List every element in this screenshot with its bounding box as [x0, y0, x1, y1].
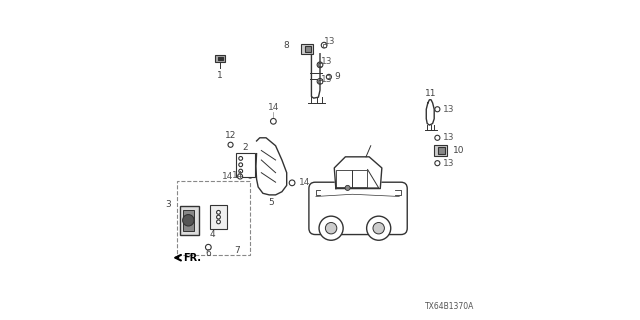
Circle shape — [239, 169, 243, 173]
Circle shape — [435, 135, 440, 140]
Bar — [323, 44, 326, 47]
Circle shape — [216, 211, 220, 214]
Text: 3: 3 — [165, 200, 171, 209]
Circle shape — [435, 107, 440, 112]
Text: 6: 6 — [205, 249, 211, 258]
Bar — [183, 210, 194, 231]
Text: 5: 5 — [268, 198, 274, 207]
Text: 14: 14 — [232, 171, 243, 180]
Circle shape — [239, 156, 243, 160]
Text: 14: 14 — [299, 178, 310, 187]
Text: 14: 14 — [221, 172, 233, 181]
Text: 1: 1 — [217, 71, 223, 80]
Text: 14: 14 — [268, 103, 279, 112]
Circle shape — [325, 222, 337, 234]
Bar — [319, 63, 321, 67]
Text: FR.: FR. — [182, 253, 201, 263]
Text: 7: 7 — [235, 246, 241, 255]
Bar — [177, 180, 250, 255]
Circle shape — [289, 180, 295, 186]
Bar — [210, 205, 227, 229]
Text: 11: 11 — [425, 89, 436, 98]
Text: 8: 8 — [284, 41, 289, 50]
Text: 13: 13 — [321, 57, 332, 66]
Circle shape — [319, 216, 343, 240]
Bar — [215, 54, 225, 62]
Circle shape — [367, 216, 391, 240]
FancyBboxPatch shape — [309, 182, 407, 235]
Circle shape — [216, 215, 220, 219]
Text: 13: 13 — [324, 36, 335, 45]
Circle shape — [271, 118, 276, 124]
Bar — [236, 153, 255, 177]
Circle shape — [326, 74, 332, 79]
Bar — [180, 206, 200, 235]
Text: TX64B1370A: TX64B1370A — [424, 302, 474, 311]
Circle shape — [216, 220, 220, 224]
Circle shape — [317, 62, 323, 68]
Circle shape — [321, 42, 327, 48]
Text: 10: 10 — [453, 146, 465, 155]
Polygon shape — [334, 157, 382, 188]
Circle shape — [317, 78, 323, 84]
Text: 2: 2 — [243, 143, 248, 152]
Circle shape — [435, 161, 440, 166]
Bar — [319, 80, 321, 83]
Bar — [434, 145, 447, 156]
Circle shape — [182, 215, 194, 226]
Bar — [305, 46, 312, 52]
Text: 13: 13 — [443, 159, 454, 168]
Circle shape — [247, 172, 253, 178]
Text: 9: 9 — [335, 72, 340, 81]
Circle shape — [345, 185, 350, 190]
Text: 12: 12 — [225, 132, 236, 140]
Text: 13: 13 — [321, 75, 332, 84]
Circle shape — [373, 222, 385, 234]
Bar — [438, 147, 445, 154]
Circle shape — [228, 142, 233, 147]
Bar — [301, 44, 313, 54]
Circle shape — [205, 244, 211, 250]
Text: 13: 13 — [443, 105, 454, 114]
Bar — [218, 57, 223, 60]
Text: 13: 13 — [443, 133, 454, 142]
Circle shape — [237, 174, 243, 179]
Circle shape — [239, 163, 243, 167]
Text: 4: 4 — [210, 230, 215, 239]
